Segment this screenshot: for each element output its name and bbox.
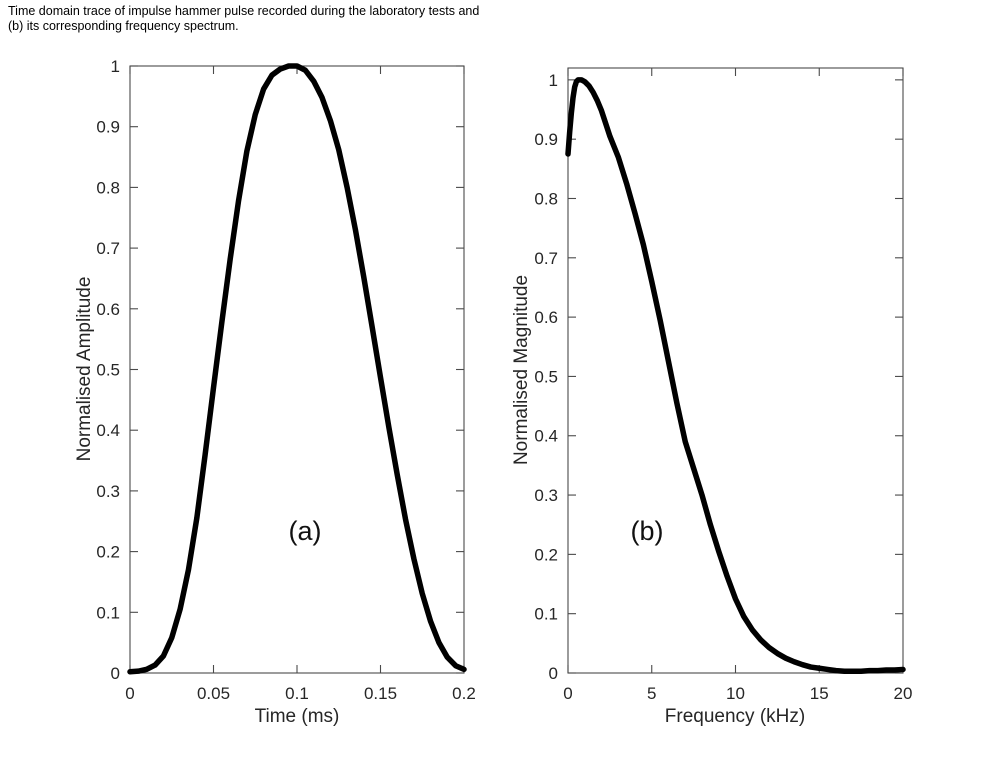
y-tick-label: 0.5 [534,367,558,386]
figure-caption: Time domain trace of impulse hammer puls… [8,4,479,34]
plot-a-ticks: 0 0.05 0.1 0.15 0.2 0 0.1 0.2 0.3 0.4 0.5 0.6 0.7 0.8… [96,57,475,703]
y-tick-label: 0.4 [96,421,120,440]
caption-line-1: Time domain trace of impulse hammer puls… [8,4,480,18]
plot-b-panel-label: (b) [631,516,664,546]
plot-a-ylabel: Normalised Amplitude [74,277,95,462]
y-tick-label: 0.2 [96,543,120,562]
y-tick-label: 0.2 [534,545,558,564]
y-tick-label: 1 [549,71,558,90]
y-tick-label: 0.3 [96,482,120,501]
x-tick-label: 0.15 [364,684,397,703]
y-tick-label: 0.3 [534,486,558,505]
y-tick-label: 0.8 [96,178,120,197]
x-tick-label: 0 [563,684,572,703]
y-tick-label: 0 [549,664,558,683]
x-tick-label: 0.05 [197,684,230,703]
plot-a-panel-label: (a) [289,516,322,546]
x-tick-label: 0.2 [452,684,476,703]
y-tick-label: 1 [111,57,120,76]
y-tick-label: 0.7 [96,239,120,258]
x-tick-label: 0 [125,684,134,703]
y-tick-label: 0 [111,664,120,683]
y-tick-label: 0.9 [96,118,120,137]
y-tick-label: 0.1 [96,603,120,622]
x-tick-label: 15 [810,684,829,703]
panel-a: 0 0.05 0.1 0.15 0.2 0 0.1 0.2 0.3 0.4 0.5 0.6 0.7 0.8… [74,57,476,727]
y-tick-label: 0.8 [534,189,558,208]
plot-b-ticks: 0 5 10 15 20 0 0.1 0.2 0.3 0.4 0.5 0.6 0.7 0.8 0.9 1 [534,68,912,703]
caption-line-2: (b) its corresponding frequency spectrum… [8,19,239,33]
impulse-hammer-pulse-curve [127,63,467,675]
y-tick-label: 0.6 [96,300,120,319]
y-tick-label: 0.1 [534,605,558,624]
plot-b-curve-group [565,77,906,674]
y-tick-label: 0.4 [534,427,558,446]
plot-b-xlabel: Frequency (kHz) [665,706,805,727]
plot-b-ylabel: Normalised Magnitude [511,275,532,465]
plot-a-curve-group [127,63,467,675]
x-tick-label: 5 [647,684,656,703]
plot-a-xlabel: Time (ms) [255,706,340,727]
plot-a-box [129,65,465,674]
y-tick-label: 0.6 [534,308,558,327]
y-tick-label: 0.7 [534,249,558,268]
panel-b: 0 5 10 15 20 0 0.1 0.2 0.3 0.4 0.5 0.6 0.7 0.8 0.9 1 Fr… [511,67,912,727]
y-tick-label: 0.9 [534,130,558,149]
y-tick-label: 0.5 [96,361,120,380]
x-tick-label: 0.1 [285,684,309,703]
x-tick-label: 10 [726,684,745,703]
frequency-spectrum-curve [565,77,906,674]
x-tick-label: 20 [894,684,913,703]
